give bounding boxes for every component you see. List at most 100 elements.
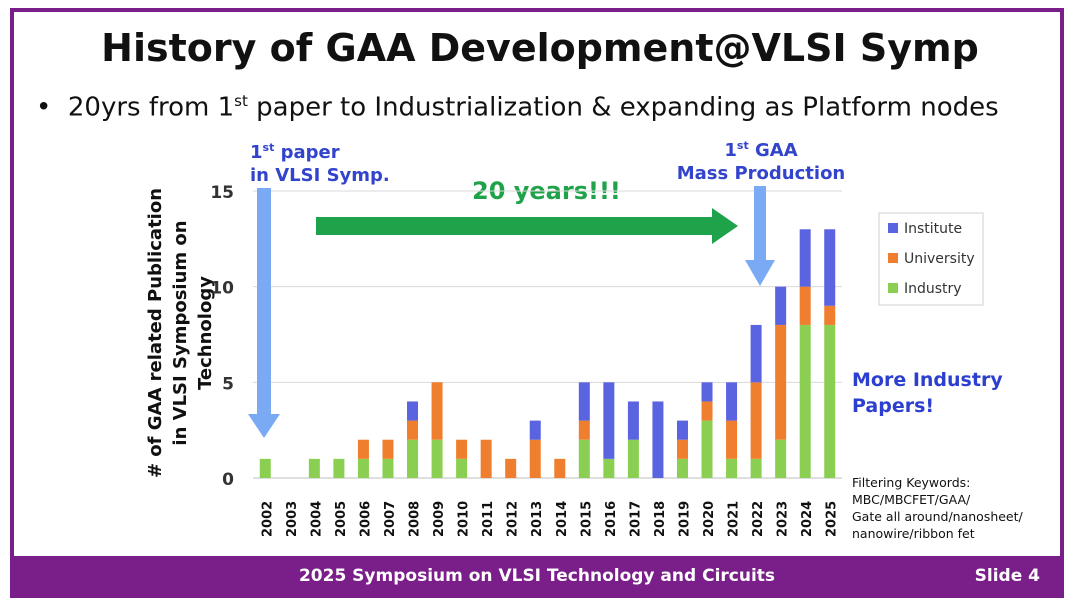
slide-number: Slide 4 [974,566,1040,586]
x-tick-label: 2003 [285,501,300,537]
bar-university-2023 [775,324,787,440]
bar-industry-2020 [701,420,713,478]
bar-institute-2017 [627,401,639,440]
x-tick-label: 2019 [677,501,692,537]
x-tick-label: 2006 [358,501,373,537]
legend-swatch-industry [888,283,898,293]
bar-industry-2010 [456,458,468,478]
slide-frame [10,8,1064,598]
bar-industry-2007 [382,458,394,478]
x-tick-label: 2024 [800,501,815,537]
bar-university-2012 [505,458,517,478]
legend-label-industry: Industry [904,281,962,297]
bar-university-2022 [750,382,762,459]
bar-industry-2015 [578,439,590,478]
y-tick-label: 0 [222,470,234,490]
x-tick-label: 2011 [481,501,496,537]
first-paper-arrow [248,188,280,438]
bar-university-2020 [701,401,713,421]
first-paper-line2: in VLSI Symp. [250,165,390,186]
x-tick-label: 2021 [727,501,742,537]
legend-label-university: University [904,251,975,267]
bar-institute-2021 [726,382,738,421]
x-tick-label: 2009 [432,501,447,537]
bar-institute-2015 [578,382,590,421]
bar-university-2014 [554,458,566,478]
first-paper-num: 1 [250,142,263,163]
x-tick-label: 2014 [555,501,570,537]
bar-institute-2023 [775,286,787,325]
x-tick-label: 2025 [825,501,840,537]
x-tick-label: 2008 [408,501,423,537]
bar-industry-2009 [431,439,443,478]
first-paper-sup: st [262,141,275,154]
y-tick-label: 10 [210,279,234,299]
x-tick-label: 2023 [776,501,791,537]
bullet-text-start: 20yrs from 1 [67,92,235,123]
bar-industry-2002 [259,458,271,478]
bar-university-2015 [578,420,590,440]
x-tick-label: 2007 [383,501,398,537]
bar-institute-2020 [701,382,713,402]
x-tick-label: 2013 [530,501,545,537]
bar-industry-2022 [750,458,762,478]
x-tick-label: 2010 [457,501,472,537]
bar-institute-2019 [676,420,688,440]
bar-industry-2008 [407,439,419,478]
more-industry-line1: More Industry [852,369,1003,391]
x-tick-label: 2020 [702,501,717,537]
first-paper-word: paper [274,142,340,163]
mass-word: GAA [748,140,798,161]
x-tick-label: 2012 [506,501,521,537]
slide-title: History of GAA Development@VLSI Symp [101,26,979,70]
filter-line: Filtering Keywords: [852,475,971,490]
bar-institute-2016 [603,382,615,459]
mass-sup: st [736,139,749,152]
more-industry-line2: Papers! [852,395,935,417]
bar-industry-2004 [308,458,320,478]
filter-line: MBC/MBCFET/GAA/ [852,492,971,507]
twenty-years-arrow [316,208,738,244]
bar-university-2011 [480,439,492,478]
bar-industry-2023 [775,439,787,478]
bar-university-2009 [431,382,443,440]
bar-institute-2022 [750,324,762,383]
bar-industry-2019 [676,458,688,478]
legend-label-institute: Institute [904,221,962,237]
y-tick-label: 5 [222,374,234,394]
bar-industry-2006 [357,458,369,478]
y-tick-label: 15 [210,183,234,203]
bar-university-2006 [357,439,369,459]
bar-industry-2024 [799,324,811,478]
bar-institute-2024 [799,229,811,287]
bar-industry-2025 [824,324,836,478]
x-tick-label: 2015 [579,501,594,537]
filter-line: Gate all around/nanosheet/ [852,509,1023,524]
first-paper-note: 1st paper in VLSI Symp. [250,136,390,187]
bullet-superscript: st [234,92,248,110]
x-tick-label: 2004 [309,501,324,537]
bar-industry-2005 [333,458,345,478]
legend-swatch-university [888,253,898,263]
bar-university-2021 [726,420,738,459]
x-tick-label: 2005 [334,501,349,537]
bullet-text-rest: paper to Industrialization & expanding a… [247,92,999,123]
bullet-point: • 20yrs from 1st paper to Industrializat… [36,92,999,123]
bar-institute-2013 [529,420,541,440]
bar-university-2019 [676,439,688,459]
mass-num: 1 [724,140,737,161]
mass-production-arrow [745,186,775,286]
bar-institute-2008 [407,401,419,421]
bar-university-2010 [456,439,468,459]
bar-institute-2025 [824,229,836,306]
bar-industry-2016 [603,458,615,478]
bar-institute-2018 [652,401,664,478]
filter-keywords: Filtering Keywords: MBC/MBCFET/GAA/ Gate… [852,474,1023,542]
bar-university-2013 [529,439,541,478]
footer-text: 2025 Symposium on VLSI Technology and Ci… [298,566,776,586]
bar-university-2007 [382,439,394,459]
bar-industry-2017 [627,439,639,478]
x-tick-label: 2018 [653,501,668,537]
